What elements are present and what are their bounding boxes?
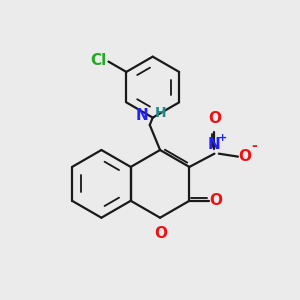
- Text: O: O: [208, 111, 221, 126]
- Text: N: N: [208, 137, 221, 152]
- Text: -: -: [251, 139, 257, 153]
- Text: N: N: [136, 109, 148, 124]
- Text: O: O: [154, 226, 167, 241]
- Text: O: O: [209, 193, 222, 208]
- Text: H: H: [154, 106, 166, 120]
- Text: Cl: Cl: [90, 52, 106, 68]
- Text: +: +: [218, 134, 227, 143]
- Text: O: O: [238, 149, 251, 164]
